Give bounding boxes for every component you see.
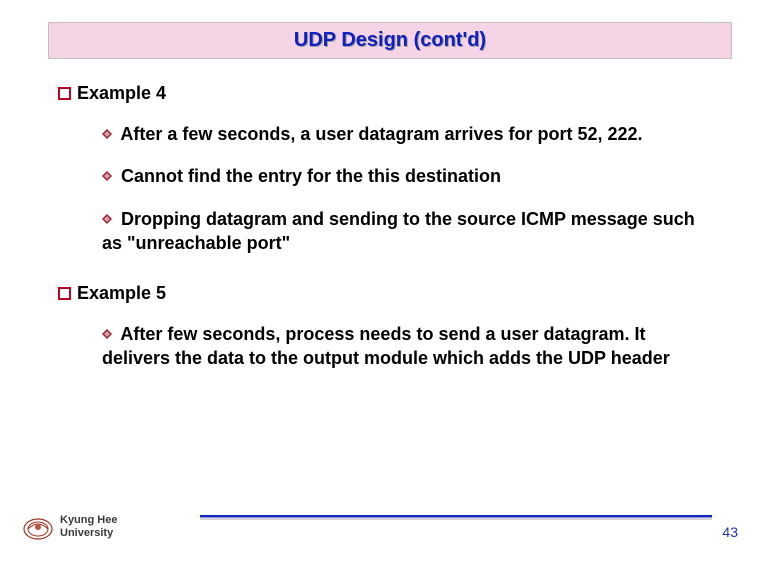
- university-logo-icon: [22, 513, 54, 541]
- diamond-bullet-icon: [102, 171, 112, 181]
- example-heading-text: Example 4: [77, 83, 166, 104]
- diamond-bullet-icon: [102, 214, 112, 224]
- example-heading-text: Example 5: [77, 283, 166, 304]
- list-item-text: Cannot find the entry for the this desti…: [121, 166, 501, 186]
- slide-title: UDP Design (cont'd): [294, 29, 486, 51]
- list-item: Cannot find the entry for the this desti…: [102, 164, 702, 188]
- list-item: After few seconds, process needs to send…: [102, 322, 702, 371]
- university-line1: Kyung Hee: [60, 514, 117, 527]
- list-item: After a few seconds, a user datagram arr…: [102, 122, 702, 146]
- university-line2: University: [60, 527, 117, 540]
- example-heading: Example 4: [58, 83, 722, 104]
- slide-footer: Kyung Hee University 43: [0, 506, 780, 548]
- square-bullet-icon: [58, 287, 71, 300]
- footer-divider: [200, 515, 712, 520]
- slide-title-bar: UDP Design (cont'd): [48, 22, 732, 59]
- slide-content: Example 4 After a few seconds, a user da…: [0, 59, 780, 371]
- list-item-text: After a few seconds, a user datagram arr…: [120, 124, 642, 144]
- page-number: 43: [722, 524, 738, 540]
- university-name: Kyung Hee University: [60, 514, 117, 539]
- example-heading: Example 5: [58, 283, 722, 304]
- list-item-text: Dropping datagram and sending to the sou…: [102, 209, 695, 253]
- list-item-text: After few seconds, process needs to send…: [102, 324, 670, 368]
- list-item: Dropping datagram and sending to the sou…: [102, 207, 702, 256]
- diamond-bullet-icon: [102, 329, 112, 339]
- square-bullet-icon: [58, 87, 71, 100]
- diamond-bullet-icon: [102, 129, 112, 139]
